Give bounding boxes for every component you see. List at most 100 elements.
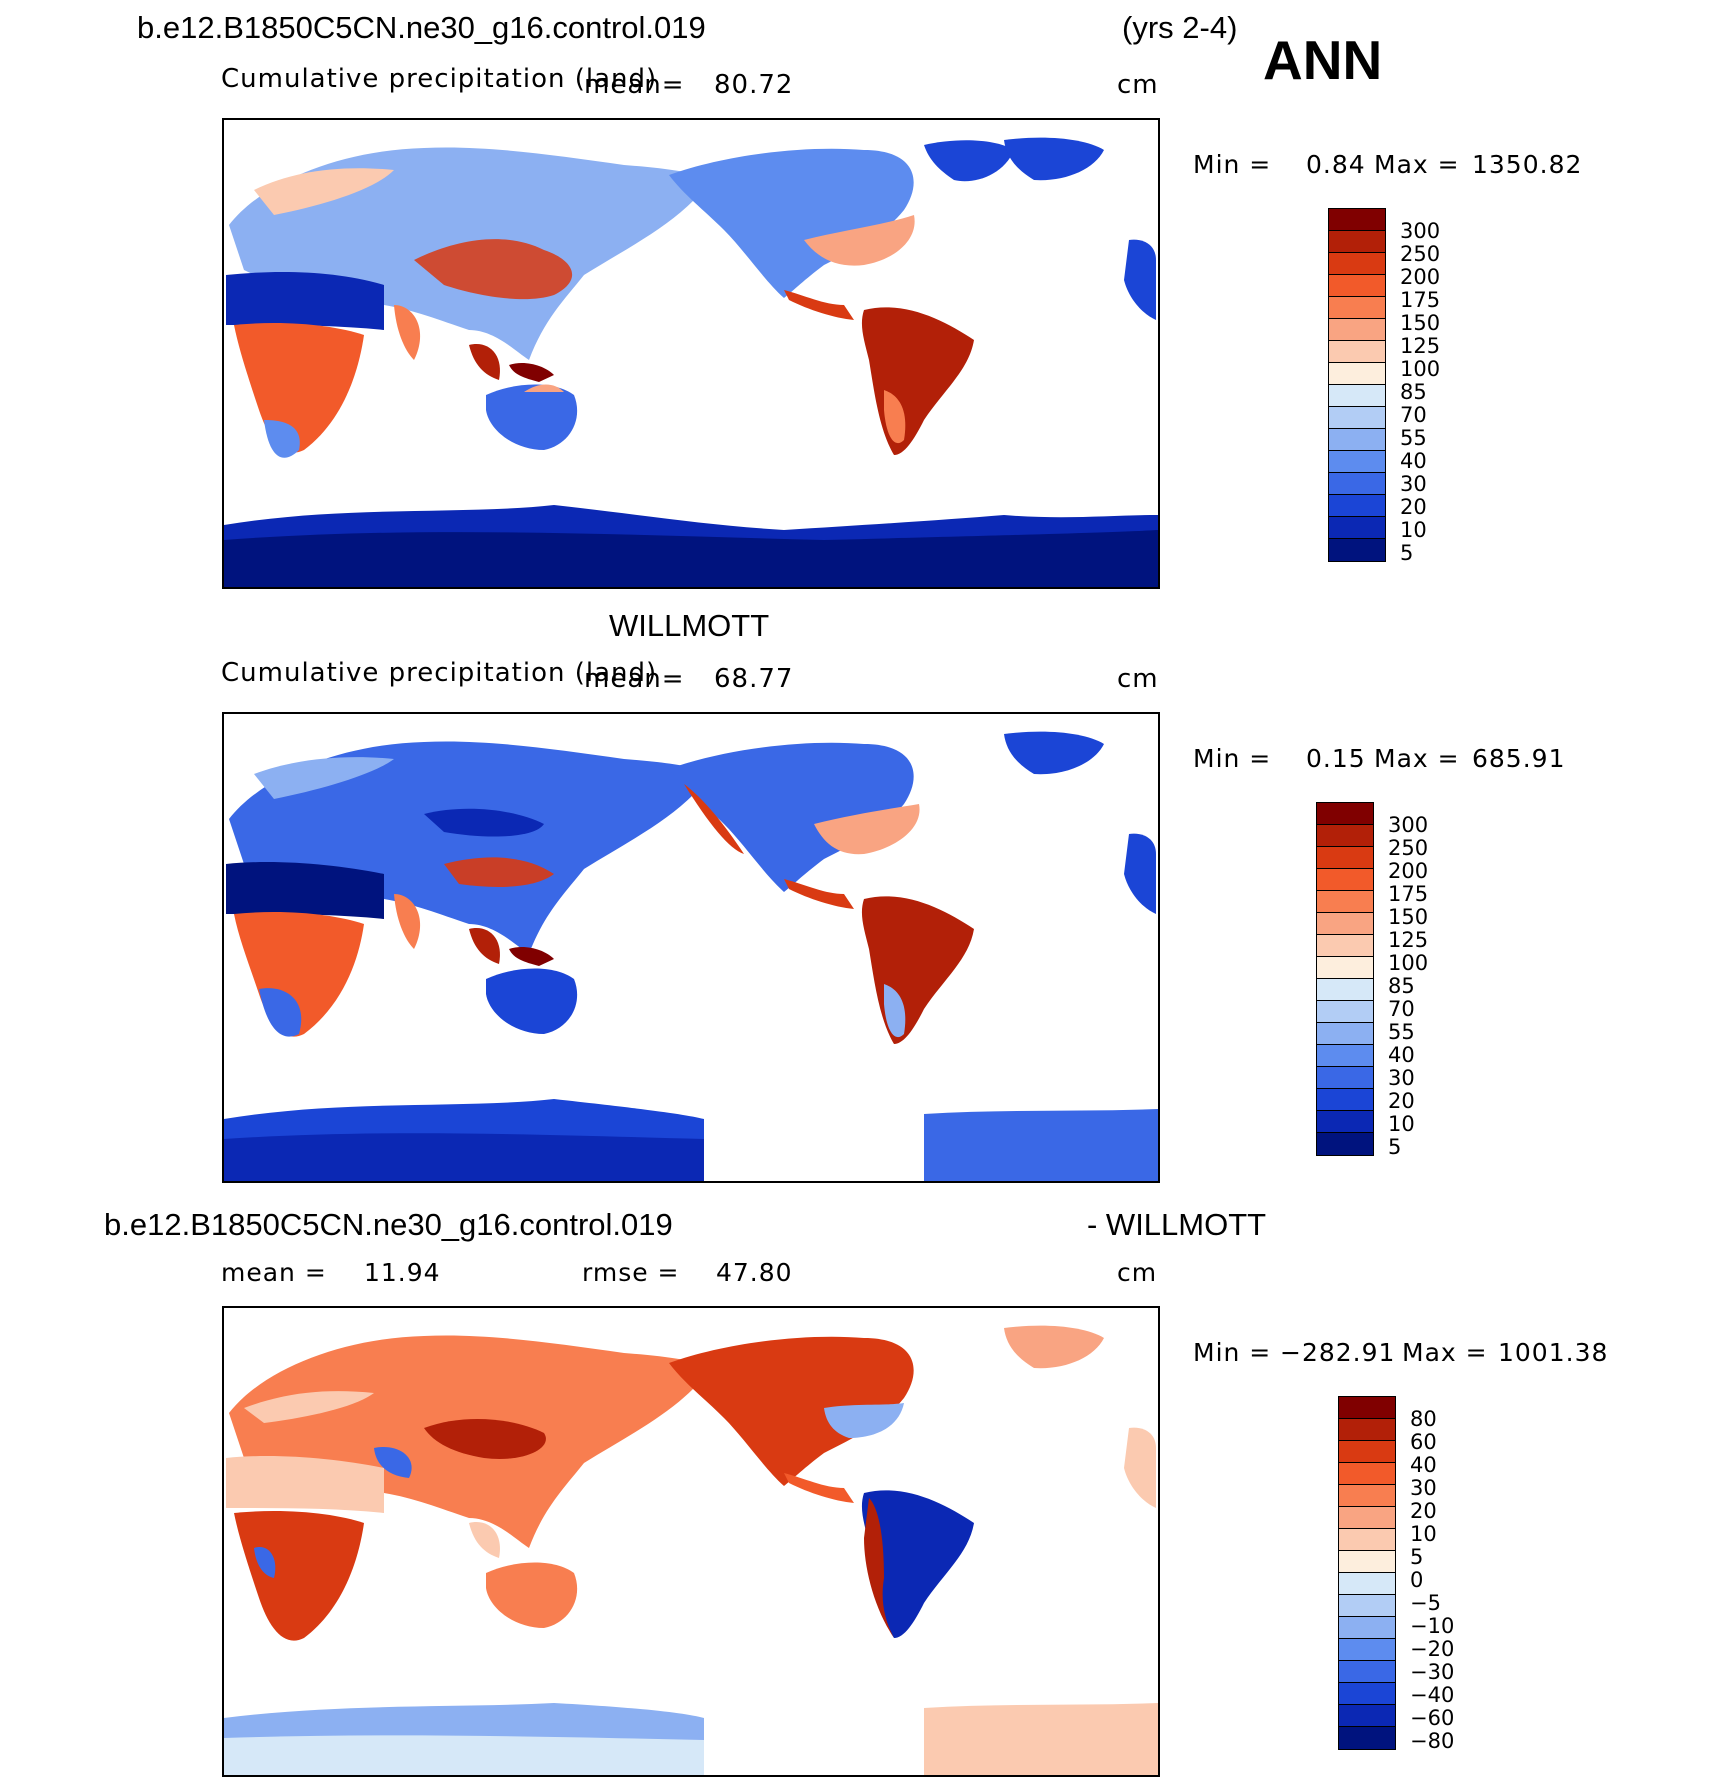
- panel1-max-label: Max =: [1374, 150, 1460, 179]
- colorbar-label: 70: [1400, 403, 1427, 427]
- colorbar-swatch: [1339, 1683, 1395, 1705]
- colorbar-swatch: [1317, 1111, 1373, 1133]
- colorbar-label: 20: [1410, 1499, 1437, 1523]
- colorbar-swatch: [1329, 297, 1385, 319]
- panel2-subtitle: Cumulative precipitation (land): [221, 658, 658, 688]
- colorbar-label: 200: [1388, 859, 1429, 883]
- colorbar-swatch: [1329, 275, 1385, 297]
- panel2-mean-label: mean=: [584, 664, 685, 694]
- panel3-title-suffix: - WILLMOTT: [1087, 1207, 1267, 1242]
- colorbar-swatch: [1317, 979, 1373, 1001]
- panel3-colorbar: [1338, 1396, 1396, 1750]
- panel2-mean-value: 68.77: [714, 664, 794, 694]
- panel1-max-value: 1350.82: [1472, 150, 1583, 179]
- colorbar-label: 300: [1388, 813, 1429, 837]
- colorbar-label: −40: [1410, 1683, 1455, 1707]
- colorbar-swatch: [1329, 407, 1385, 429]
- colorbar-label: 10: [1400, 518, 1427, 542]
- panel3-min-label: Min =: [1193, 1338, 1272, 1367]
- panel2-map-graphic: [224, 731, 1158, 1181]
- panel2-max-label: Max =: [1374, 744, 1460, 773]
- colorbar-swatch: [1317, 1001, 1373, 1023]
- colorbar-swatch: [1317, 891, 1373, 913]
- panel3-max-label: Max =: [1402, 1338, 1488, 1367]
- colorbar-label: 150: [1400, 311, 1441, 335]
- colorbar-label: 30: [1410, 1476, 1437, 1500]
- colorbar-label: −60: [1410, 1706, 1455, 1730]
- colorbar-swatch: [1317, 847, 1373, 869]
- colorbar-swatch: [1339, 1441, 1395, 1463]
- panel3-mean-value: 11.94: [364, 1258, 441, 1287]
- colorbar-swatch: [1317, 913, 1373, 935]
- colorbar-swatch: [1339, 1507, 1395, 1529]
- colorbar-label: 125: [1400, 334, 1441, 358]
- colorbar-swatch: [1329, 539, 1385, 561]
- colorbar-swatch: [1329, 473, 1385, 495]
- colorbar-swatch: [1329, 451, 1385, 473]
- season-label: ANN: [1263, 29, 1383, 91]
- panel3-mean-label: mean =: [221, 1258, 327, 1287]
- colorbar-label: 250: [1400, 242, 1441, 266]
- colorbar-swatch: [1339, 1551, 1395, 1573]
- panel1-min-label: Min =: [1193, 150, 1272, 179]
- panel2-min-label: Min =: [1193, 744, 1272, 773]
- colorbar-label: 0: [1410, 1568, 1424, 1592]
- colorbar-label: 85: [1400, 380, 1427, 404]
- colorbar-swatch: [1317, 1045, 1373, 1067]
- colorbar-label: 20: [1400, 495, 1427, 519]
- panel3-map: [222, 1306, 1160, 1777]
- panel3-title: b.e12.B1850C5CN.ne30_g16.control.019: [104, 1207, 673, 1242]
- panel3-colorbar-labels: 80 60 40 30 20 10 5 0 −5 −10 −20 −30 −40 −60 −80: [1410, 1408, 1454, 1753]
- panel1-min-value: 0.84: [1306, 150, 1366, 179]
- colorbar-label: 5: [1400, 541, 1414, 565]
- colorbar-swatch: [1339, 1661, 1395, 1683]
- colorbar-label: 150: [1388, 905, 1429, 929]
- panel1-subtitle: Cumulative precipitation (land): [221, 64, 658, 94]
- colorbar-swatch: [1339, 1595, 1395, 1617]
- colorbar-label: 20: [1388, 1089, 1415, 1113]
- colorbar-label: 100: [1400, 357, 1441, 381]
- panel3-rmse-label: rmse =: [582, 1258, 680, 1287]
- colorbar-label: 55: [1388, 1020, 1415, 1044]
- colorbar-label: 300: [1400, 219, 1441, 243]
- colorbar-label: 40: [1400, 449, 1427, 473]
- colorbar-label: 30: [1388, 1066, 1415, 1090]
- panel3-max-value: 1001.38: [1498, 1338, 1609, 1367]
- colorbar-label: 40: [1410, 1453, 1437, 1477]
- panel3-min-value: −282.91: [1280, 1338, 1396, 1367]
- colorbar-label: 200: [1400, 265, 1441, 289]
- colorbar-swatch: [1317, 957, 1373, 979]
- colorbar-swatch: [1339, 1573, 1395, 1595]
- colorbar-label: 125: [1388, 928, 1429, 952]
- panel2-colorbar: [1316, 802, 1374, 1156]
- colorbar-swatch: [1339, 1705, 1395, 1727]
- colorbar-label: −20: [1410, 1637, 1455, 1661]
- panel1-colorbar-labels: 300 250 200 175 150 125 100 85 70 55 40 30 20 10 5: [1400, 220, 1440, 565]
- panel3-rmse-value: 47.80: [716, 1258, 793, 1287]
- colorbar-swatch: [1339, 1397, 1395, 1419]
- colorbar-swatch: [1339, 1463, 1395, 1485]
- colorbar-swatch: [1329, 363, 1385, 385]
- colorbar-label: 100: [1388, 951, 1429, 975]
- colorbar-label: −5: [1410, 1591, 1441, 1615]
- colorbar-swatch: [1329, 341, 1385, 363]
- colorbar-swatch: [1339, 1529, 1395, 1551]
- colorbar-label: 85: [1388, 974, 1415, 998]
- colorbar-swatch: [1339, 1727, 1395, 1749]
- case-title: b.e12.B1850C5CN.ne30_g16.control.019: [137, 10, 706, 45]
- panel1-map: [222, 118, 1160, 589]
- colorbar-swatch: [1317, 1023, 1373, 1045]
- colorbar-label: 175: [1388, 882, 1429, 906]
- colorbar-swatch: [1317, 1089, 1373, 1111]
- colorbar-swatch: [1329, 495, 1385, 517]
- colorbar-label: 30: [1400, 472, 1427, 496]
- colorbar-label: 5: [1388, 1135, 1402, 1159]
- colorbar-swatch: [1339, 1617, 1395, 1639]
- colorbar-swatch: [1317, 1133, 1373, 1155]
- colorbar-swatch: [1329, 385, 1385, 407]
- colorbar-swatch: [1329, 209, 1385, 231]
- panel2-map: [222, 712, 1160, 1183]
- panel2-colorbar-labels: 300 250 200 175 150 125 100 85 70 55 40 30 20 10 5: [1388, 814, 1428, 1159]
- colorbar-swatch: [1339, 1639, 1395, 1661]
- colorbar-swatch: [1329, 231, 1385, 253]
